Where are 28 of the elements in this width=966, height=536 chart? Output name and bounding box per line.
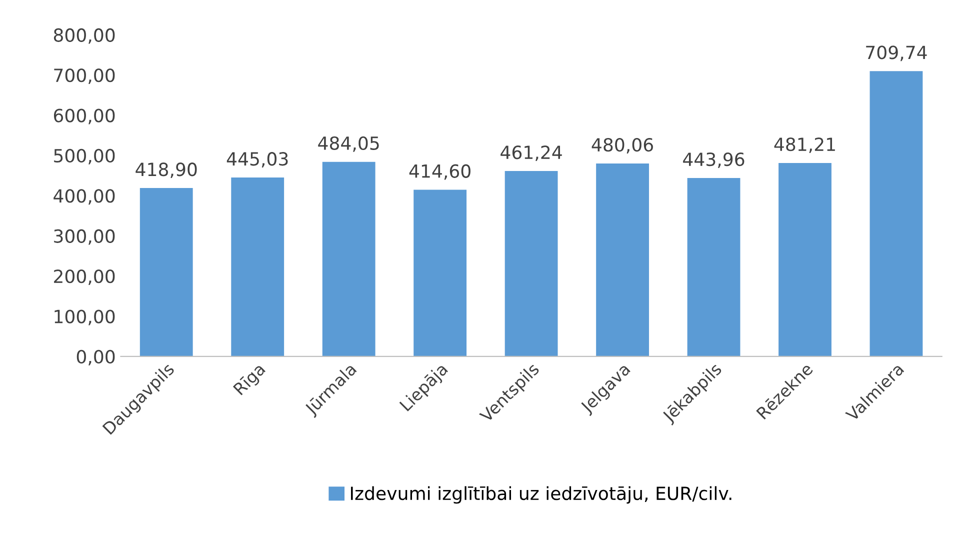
y-tick-label: 200,00: [54, 270, 115, 285]
y-tick-label: 300,00: [54, 229, 115, 245]
y-tick-label: 700,00: [54, 68, 115, 84]
bar: [140, 188, 193, 356]
bar: [778, 162, 832, 356]
y-tick-label: 0,00: [76, 350, 115, 366]
data-label: 445,03: [226, 152, 288, 168]
legend-label: Izdevumi izglītībai uz iedzīvotāju, EUR/cilv.: [351, 486, 732, 504]
data-label: 481,21: [774, 138, 835, 154]
bar: [870, 71, 923, 356]
bar: [687, 178, 740, 356]
y-tick-label: 400,00: [54, 189, 115, 205]
data-label: 480,06: [592, 138, 653, 154]
data-label: 484,05: [318, 136, 379, 152]
y-tick-label: 600,00: [54, 108, 115, 124]
y-tick-label: 500,00: [54, 148, 115, 164]
data-label: 414,60: [409, 164, 470, 180]
bar: [322, 162, 376, 356]
data-label: 709,74: [866, 46, 927, 62]
bar: [231, 178, 284, 356]
y-tick-label: 800,00: [54, 28, 115, 44]
bar: [504, 171, 558, 356]
data-label: 418,90: [136, 162, 197, 178]
data-label: 461,24: [500, 146, 562, 162]
data-label: 443,96: [683, 152, 744, 168]
y-tick-label: 100,00: [54, 310, 115, 326]
bar: [414, 190, 467, 356]
bar: [596, 163, 649, 356]
